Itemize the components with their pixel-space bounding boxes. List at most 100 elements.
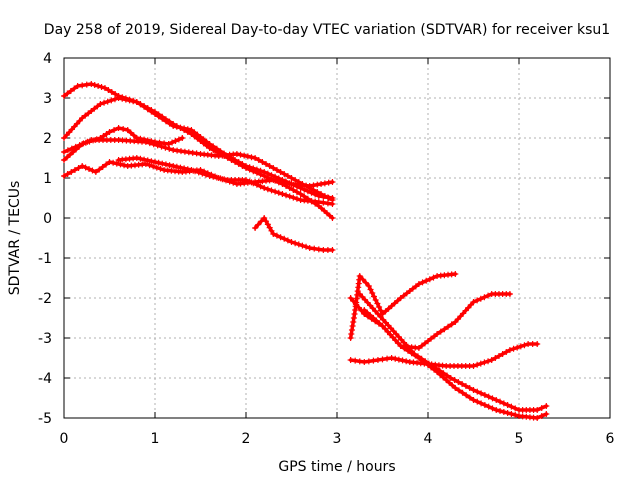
data-point bbox=[485, 393, 492, 400]
data-point bbox=[88, 81, 95, 87]
data-point bbox=[257, 183, 264, 190]
data-point bbox=[152, 111, 158, 117]
data-point bbox=[64, 147, 71, 154]
data-point bbox=[250, 180, 257, 187]
data-point bbox=[86, 166, 93, 172]
data-point bbox=[466, 385, 473, 391]
data-point bbox=[88, 108, 95, 114]
data-point bbox=[103, 161, 110, 168]
data-point bbox=[74, 83, 81, 89]
data-point bbox=[277, 169, 284, 175]
series-arc10 bbox=[347, 341, 541, 369]
data-point bbox=[370, 315, 377, 321]
data-point bbox=[61, 93, 67, 99]
data-point bbox=[270, 177, 277, 183]
data-point bbox=[474, 388, 481, 395]
data-point bbox=[329, 215, 336, 221]
data-point bbox=[290, 187, 297, 193]
data-point bbox=[288, 239, 295, 245]
data-point bbox=[67, 88, 74, 94]
data-point bbox=[504, 410, 511, 416]
data-point bbox=[173, 163, 180, 170]
data-point bbox=[252, 155, 259, 161]
data-point bbox=[466, 394, 473, 401]
series-arc6 bbox=[115, 155, 336, 207]
data-point bbox=[111, 127, 118, 133]
data-point bbox=[261, 185, 268, 191]
data-point bbox=[120, 126, 127, 132]
data-point bbox=[264, 186, 271, 193]
data-point bbox=[481, 294, 488, 301]
data-point bbox=[361, 307, 368, 313]
data-point bbox=[543, 411, 550, 417]
data-point bbox=[286, 193, 293, 200]
data-point bbox=[259, 159, 266, 165]
data-point bbox=[329, 247, 336, 253]
data-point bbox=[150, 163, 157, 170]
axis-ticks: 0 1 2 3 4 5 6 -5 -4 -3 -2 -1 0 1 2 3 4 bbox=[38, 51, 615, 447]
data-point bbox=[195, 169, 202, 176]
data-point bbox=[415, 281, 422, 287]
data-point bbox=[121, 162, 128, 169]
data-point bbox=[142, 161, 149, 167]
data-point bbox=[521, 342, 528, 349]
data-point bbox=[451, 377, 458, 383]
data-point bbox=[314, 189, 321, 195]
data-point bbox=[162, 118, 169, 125]
data-point bbox=[372, 297, 379, 303]
data-point bbox=[408, 350, 415, 357]
data-point bbox=[83, 81, 90, 88]
data-point bbox=[290, 194, 297, 201]
y-tick-label: -4 bbox=[38, 371, 52, 387]
data-point bbox=[105, 87, 112, 93]
data-point bbox=[113, 160, 120, 167]
data-point bbox=[112, 91, 119, 97]
data-point bbox=[385, 305, 392, 312]
data-point bbox=[470, 397, 477, 403]
data-point bbox=[485, 358, 492, 365]
data-point bbox=[170, 123, 177, 129]
data-point bbox=[514, 344, 521, 351]
data-point bbox=[365, 358, 372, 365]
data-point bbox=[452, 271, 459, 277]
y-axis-label: SDTVAR / TECUs bbox=[7, 181, 23, 296]
x-axis-label: GPS time / hours bbox=[278, 459, 395, 475]
data-point bbox=[406, 288, 413, 294]
data-point bbox=[264, 170, 271, 177]
data-point bbox=[192, 168, 199, 175]
y-tick-label: 1 bbox=[43, 171, 52, 187]
data-point bbox=[64, 171, 71, 177]
data-point bbox=[103, 131, 110, 137]
data-point bbox=[412, 283, 419, 290]
data-point bbox=[421, 340, 428, 347]
data-point bbox=[241, 152, 248, 159]
data-point bbox=[71, 167, 78, 173]
data-point bbox=[425, 338, 431, 344]
data-point bbox=[324, 200, 331, 207]
data-point bbox=[481, 359, 488, 366]
data-point bbox=[481, 402, 488, 408]
data-point bbox=[463, 392, 470, 399]
data-point bbox=[376, 304, 383, 310]
data-point bbox=[268, 227, 275, 234]
data-point bbox=[71, 85, 78, 92]
data-point bbox=[443, 377, 450, 383]
data-point bbox=[376, 320, 383, 327]
data-point bbox=[257, 167, 264, 174]
data-point bbox=[403, 358, 410, 365]
data-point bbox=[261, 215, 268, 221]
data-point bbox=[350, 319, 357, 325]
data-point bbox=[148, 108, 155, 115]
data-point bbox=[284, 173, 291, 179]
data-point bbox=[152, 159, 158, 165]
data-point bbox=[84, 138, 91, 145]
data-point bbox=[165, 141, 172, 147]
data-point bbox=[303, 243, 310, 250]
data-point bbox=[534, 415, 541, 421]
data-point bbox=[194, 131, 201, 138]
data-point bbox=[155, 113, 162, 120]
data-point bbox=[350, 315, 357, 321]
data-point bbox=[431, 333, 438, 340]
data-point bbox=[246, 178, 253, 185]
